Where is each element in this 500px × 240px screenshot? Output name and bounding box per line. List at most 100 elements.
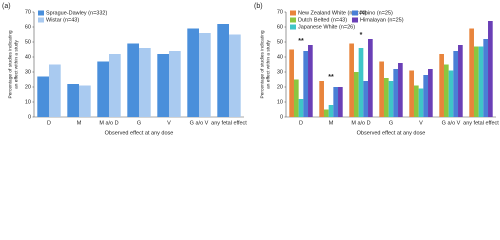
y-tick-label: 30 — [25, 69, 31, 75]
x-tick-label: M a/o D — [99, 120, 118, 126]
y-tick-label: 40 — [277, 54, 283, 60]
bar — [383, 78, 389, 117]
bar — [428, 69, 433, 117]
bar — [439, 54, 444, 117]
legend-label: Albino (n=25) — [360, 10, 393, 16]
y-tick-label: 20 — [277, 84, 283, 90]
x-tick-label: M — [77, 120, 82, 126]
legend-swatch — [38, 10, 44, 16]
y-tick-label: 10 — [25, 99, 31, 105]
annotation: ** — [328, 74, 334, 81]
bar — [67, 84, 79, 117]
bar — [293, 79, 299, 117]
legend-label: Himalayan (n=25) — [360, 17, 404, 23]
y-tick-label: 60 — [277, 24, 283, 30]
y-axis-label: an effect within a study — [265, 40, 271, 89]
bar — [338, 87, 343, 117]
legend-swatch — [290, 17, 296, 23]
x-tick-label: G a/o V — [442, 120, 461, 126]
panel-label: (b) — [254, 3, 263, 10]
y-tick-label: 40 — [25, 54, 31, 60]
legend-swatch — [290, 24, 296, 30]
x-tick-label: D — [47, 120, 51, 126]
bar — [289, 49, 294, 117]
x-axis-label: Observed effect at any dose — [357, 130, 426, 136]
x-tick-label: G — [389, 120, 393, 126]
y-tick-label: 50 — [25, 39, 31, 45]
x-tick-label: any fetal effect — [463, 120, 499, 126]
bar — [229, 34, 241, 117]
y-tick-label: 30 — [277, 69, 283, 75]
annotation: ** — [298, 38, 304, 45]
bar — [393, 69, 399, 117]
bar — [127, 43, 139, 117]
bar — [319, 81, 324, 117]
y-axis-label: an effect within a study — [13, 40, 19, 89]
y-tick-label: 70 — [25, 9, 31, 15]
bar — [413, 85, 419, 117]
y-axis-label: Percentage of studies indicating — [259, 30, 265, 98]
y-tick-label: 60 — [25, 24, 31, 30]
bar — [217, 24, 229, 117]
x-tick-label: D — [299, 120, 303, 126]
legend-label: Sprague-Dawley (n=332) — [46, 10, 107, 16]
bar — [139, 48, 151, 117]
bar — [303, 51, 309, 117]
legend-swatch — [352, 17, 358, 23]
x-tick-label: M a/o D — [351, 120, 370, 126]
bar — [49, 64, 61, 117]
legend-swatch — [38, 17, 44, 23]
y-tick-label: 10 — [277, 99, 283, 105]
bar — [473, 46, 479, 117]
x-tick-label: M — [329, 120, 334, 126]
bar — [363, 81, 369, 117]
y-tick-label: 0 — [28, 114, 31, 120]
bar — [187, 28, 199, 117]
bar — [308, 45, 313, 117]
bar — [423, 75, 429, 117]
bar — [109, 54, 121, 117]
figure: (a)Percentage of studies indicating an ef… — [2, 3, 499, 137]
bar — [79, 85, 91, 117]
bar — [398, 63, 403, 117]
annotation: * — [360, 32, 363, 39]
x-tick-label: G — [137, 120, 141, 126]
bar — [298, 99, 304, 117]
x-tick-label: V — [419, 120, 423, 126]
bar — [349, 43, 354, 117]
bar — [409, 70, 414, 117]
legend-label: Wistar (n=43) — [46, 17, 79, 23]
bar — [169, 51, 181, 117]
bar — [333, 87, 339, 117]
legend-label: Japanese White (n=26) — [298, 24, 355, 30]
y-tick-label: 0 — [280, 114, 283, 120]
bar — [97, 61, 109, 117]
x-tick-label: any fetal effect — [211, 120, 247, 126]
x-tick-label: V — [167, 120, 171, 126]
bar — [453, 51, 459, 117]
legend-swatch — [290, 10, 296, 16]
bar — [483, 39, 489, 117]
x-axis-label: Observed effect at any dose — [105, 130, 174, 136]
bar — [368, 39, 373, 117]
x-tick-label: G a/o V — [190, 120, 209, 126]
bar — [388, 81, 394, 117]
bar — [469, 28, 474, 117]
bar — [448, 70, 454, 117]
bar — [418, 88, 424, 117]
bar — [478, 46, 484, 117]
bar — [199, 33, 211, 117]
y-tick-label: 70 — [277, 9, 283, 15]
y-axis-label: Percentage of studies indicating — [7, 30, 13, 98]
bar — [157, 54, 169, 117]
legend-label: New Zealand White (n=244) — [298, 10, 367, 16]
bar — [323, 109, 329, 117]
bar — [353, 72, 359, 117]
bar — [443, 64, 449, 117]
bar — [458, 45, 463, 117]
bar — [37, 76, 49, 117]
legend-swatch — [352, 10, 358, 16]
bar — [328, 105, 334, 117]
bar — [488, 21, 493, 117]
panel-label: (a) — [2, 3, 11, 10]
